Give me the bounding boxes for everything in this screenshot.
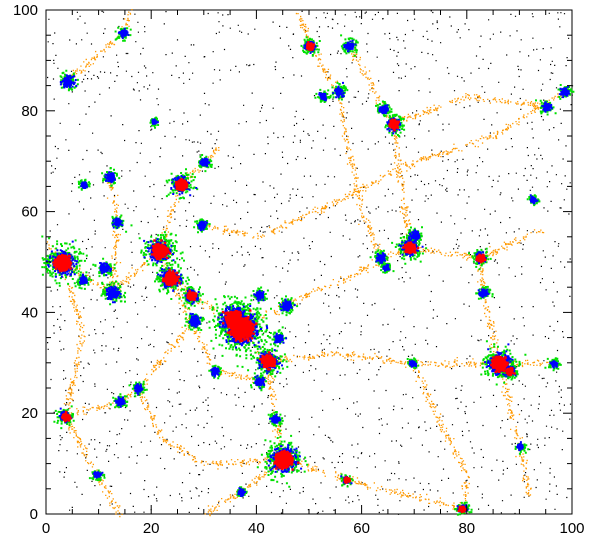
- y-tick-label: 20: [21, 405, 38, 422]
- plot-frame: [45, 9, 573, 515]
- y-tick-label: 60: [21, 204, 38, 221]
- plot-border: [45, 9, 573, 515]
- x-tick-label: 0: [42, 520, 50, 537]
- y-tick-label: 80: [21, 103, 38, 120]
- axis-ticks: [45, 9, 573, 515]
- y-tick-label: 40: [21, 304, 38, 321]
- x-tick-label: 60: [353, 520, 370, 537]
- y-tick-label: 0: [30, 506, 38, 523]
- axis-tick-labels: 0 20 40 60 80 100 0 20 40 60 80 100: [13, 2, 585, 537]
- x-tick-label: 20: [143, 520, 160, 537]
- x-tick-label: 40: [248, 520, 265, 537]
- x-tick-label: 100: [559, 520, 584, 537]
- y-tick-label: 100: [13, 2, 38, 19]
- x-tick-label: 80: [458, 520, 475, 537]
